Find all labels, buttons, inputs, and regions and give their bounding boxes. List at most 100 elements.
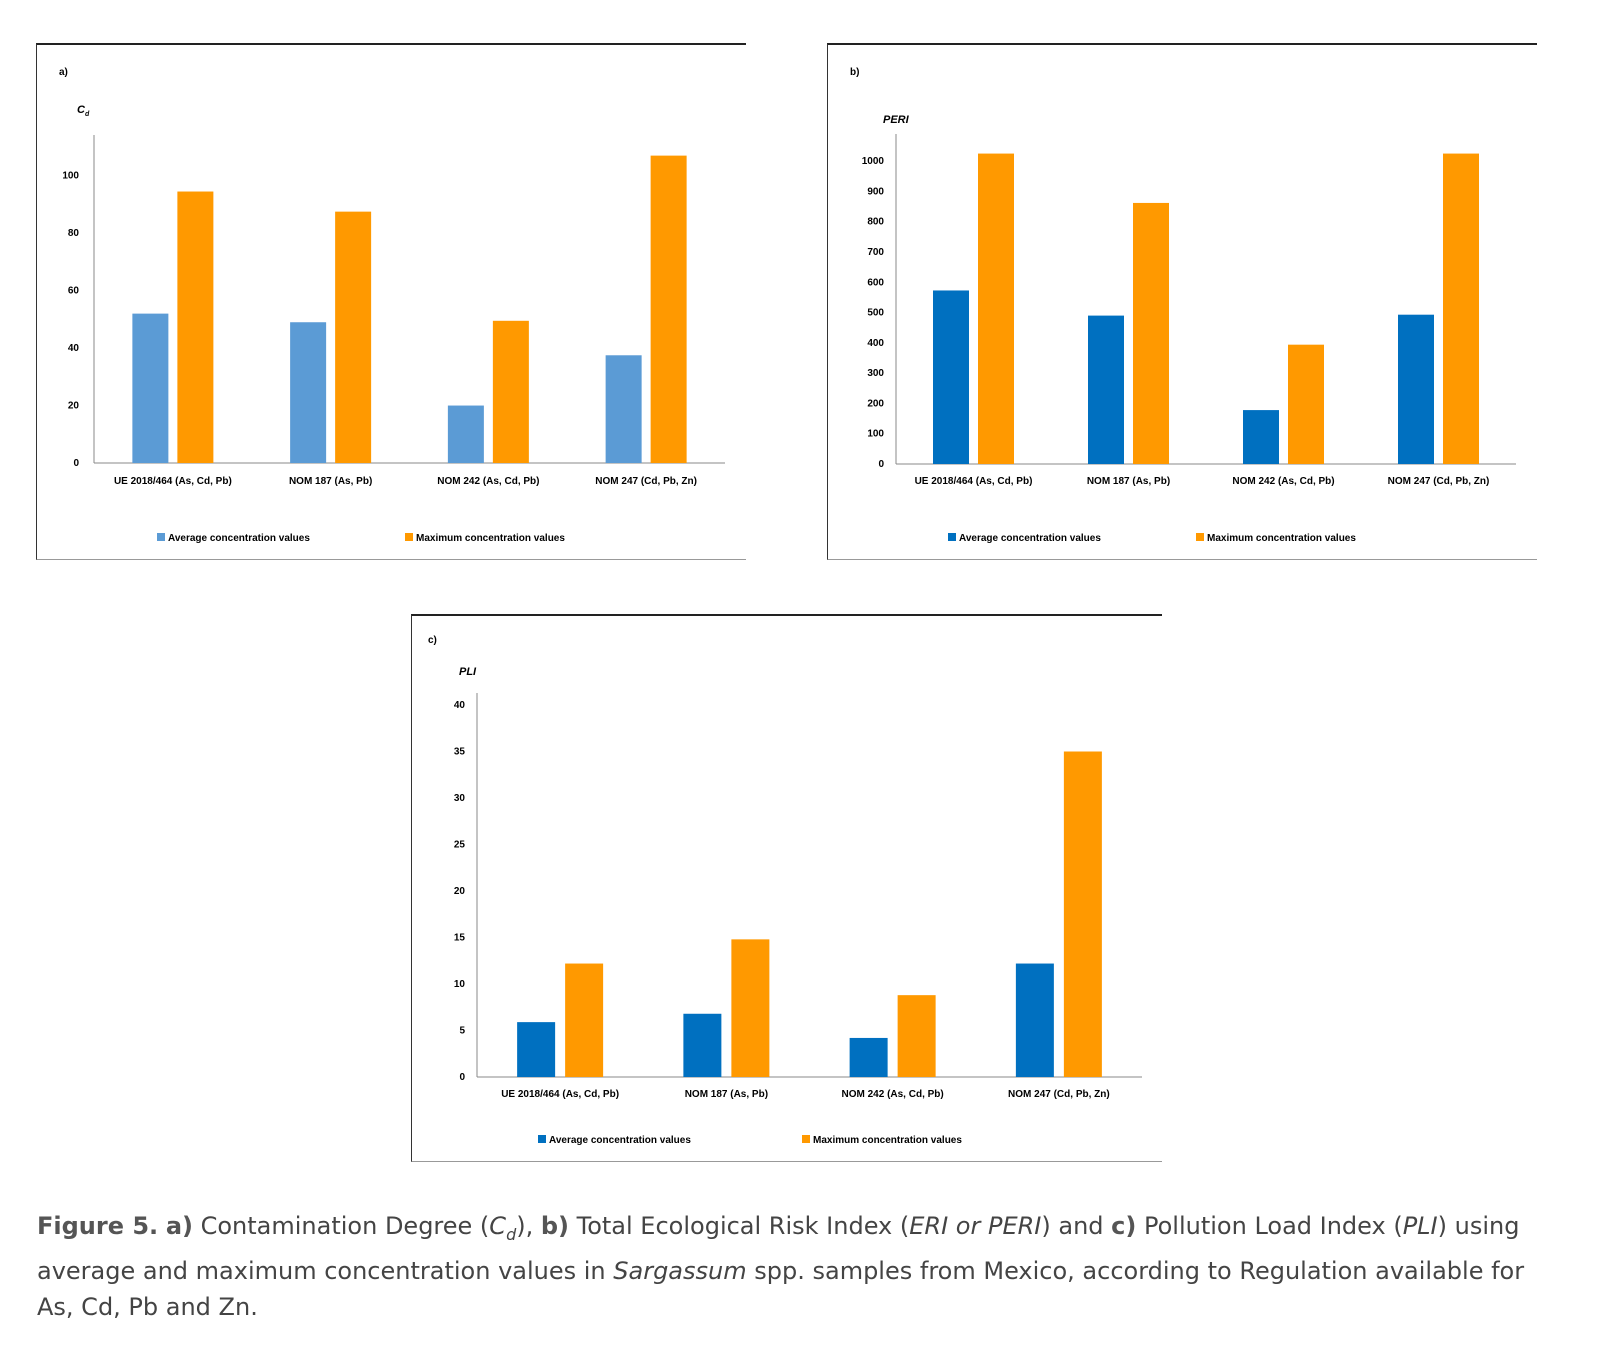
caption-c-symbol: PLI — [1402, 1212, 1438, 1240]
bar-maximum — [1133, 202, 1169, 465]
legend-swatch — [802, 1135, 810, 1143]
bar-maximum — [492, 320, 529, 463]
bar-maximum — [650, 155, 687, 464]
y-axis-label: Cd — [77, 104, 90, 118]
bar-average — [517, 1022, 556, 1077]
y-tick-label: 80 — [68, 228, 80, 239]
bar-maximum — [897, 995, 936, 1077]
y-axis-label: PLI — [459, 666, 477, 678]
caption-a-text-end: ), — [516, 1212, 541, 1240]
x-tick-label: NOM 187 (As, Pb) — [1087, 476, 1170, 487]
caption-tail: spp. samples from Mexico, according to R… — [37, 1256, 1525, 1321]
bar-average — [1243, 410, 1279, 464]
x-tick-label: NOM 242 (As, Cd, Pb) — [1232, 476, 1334, 487]
caption-b-text-end: ) and — [1041, 1212, 1112, 1240]
y-tick-label: 20 — [68, 401, 80, 412]
x-tick-label: NOM 247 (Cd, Pb, Zn) — [1388, 476, 1490, 487]
bar-average — [849, 1037, 888, 1077]
chart-c: c) PLI 0 5 10 15 20 25 30 35 40 UE 2018/464 (As, Cd… — [428, 635, 1142, 1146]
panel-label: c) — [428, 635, 437, 646]
caption-species: Sargassum — [613, 1256, 747, 1285]
y-tick-label: 100 — [867, 429, 884, 440]
y-tick-label: 1000 — [862, 156, 885, 167]
bar-maximum — [1288, 344, 1324, 464]
bar-maximum — [335, 211, 372, 463]
y-tick-label: 800 — [867, 217, 884, 228]
chart-panel-b: b) PERI 0 100 200 300 400 500 600 700 800 900 1000 UE… — [827, 43, 1537, 560]
bar-maximum — [565, 963, 604, 1077]
y-tick-label: 30 — [454, 793, 466, 804]
caption-a-text: Contamination Degree ( — [192, 1212, 490, 1240]
bar-average — [1088, 315, 1124, 464]
legend-label: Average concentration values — [549, 1135, 691, 1146]
y-tick-label: 40 — [68, 343, 80, 354]
y-tick-label: 0 — [73, 458, 79, 469]
legend-swatch — [405, 533, 413, 541]
chart-a: a) Cd 0 20 40 60 80 100 UE 2018/464 (As, Cd, Pb)… — [59, 67, 725, 544]
chart-b: b) PERI 0 100 200 300 400 500 600 700 800 900 1000 UE… — [850, 67, 1516, 544]
caption-c-label: c) — [1111, 1212, 1137, 1240]
bar-average — [1398, 314, 1434, 464]
legend-swatch — [948, 533, 956, 541]
legend-swatch — [538, 1135, 546, 1143]
caption-a-symbol: C — [489, 1212, 507, 1240]
y-axis-label: PERI — [883, 114, 910, 126]
y-tick-label: 25 — [454, 840, 466, 851]
bar-average — [132, 313, 169, 463]
y-axis-label-subscript: d — [85, 111, 90, 118]
caption-b-label: b) — [540, 1212, 569, 1240]
legend-swatch — [157, 533, 165, 541]
x-tick-label: NOM 242 (As, Cd, Pb) — [437, 476, 539, 487]
y-tick-label: 400 — [867, 338, 884, 349]
y-tick-label: 300 — [867, 368, 884, 379]
bar-maximum — [177, 191, 214, 463]
chart-panel-a: a) Cd 0 20 40 60 80 100 UE 2018/464 (As, Cd, Pb)… — [36, 43, 746, 560]
legend-label: Average concentration values — [959, 533, 1101, 544]
legend-label: Average concentration values — [168, 533, 310, 544]
bar-maximum — [978, 153, 1014, 465]
y-tick-label: 20 — [454, 886, 466, 897]
x-tick-label: NOM 187 (As, Pb) — [685, 1089, 768, 1100]
caption-a-subscript: d — [506, 1224, 517, 1244]
y-tick-label: 40 — [454, 700, 466, 711]
x-tick-label: NOM 247 (Cd, Pb, Zn) — [1008, 1089, 1110, 1100]
y-tick-label: 700 — [867, 247, 884, 258]
legend-label: Maximum concentration values — [813, 1135, 962, 1146]
bar-maximum — [1063, 751, 1102, 1077]
y-tick-label: 100 — [62, 171, 79, 182]
y-tick-label: 900 — [867, 186, 884, 197]
bar-average — [447, 405, 484, 463]
y-tick-label: 200 — [867, 398, 884, 409]
bar-average — [683, 1013, 722, 1077]
y-tick-label: 60 — [68, 286, 80, 297]
y-tick-label: 15 — [454, 933, 466, 944]
panel-label: b) — [850, 67, 859, 78]
y-tick-label: 35 — [454, 747, 466, 758]
caption-c-text: Pollution Load Index ( — [1136, 1212, 1403, 1240]
caption-figure-label: Figure 5. — [37, 1212, 159, 1240]
x-tick-label: UE 2018/464 (As, Cd, Pb) — [114, 476, 232, 487]
bar-maximum — [731, 939, 770, 1077]
bar-average — [290, 322, 327, 463]
caption-b-text: Total Ecological Risk Index ( — [569, 1212, 910, 1240]
y-tick-label: 500 — [867, 308, 884, 319]
chart-panel-c: c) PLI 0 5 10 15 20 25 30 35 40 UE 2018/464 (As, Cd… — [411, 614, 1162, 1162]
y-tick-label: 10 — [454, 979, 466, 990]
legend-label: Maximum concentration values — [416, 533, 565, 544]
x-tick-label: UE 2018/464 (As, Cd, Pb) — [915, 476, 1033, 487]
legend-swatch — [1196, 533, 1204, 541]
bar-average — [1015, 963, 1054, 1077]
x-tick-label: NOM 242 (As, Cd, Pb) — [842, 1089, 944, 1100]
legend-label: Maximum concentration values — [1207, 533, 1356, 544]
bar-maximum — [1443, 153, 1479, 465]
y-tick-label: 600 — [867, 277, 884, 288]
figure-caption: Figure 5. a) Contamination Degree (Cd), … — [37, 1208, 1567, 1325]
y-tick-label: 0 — [459, 1072, 465, 1083]
caption-c-text-end: ) using average and maximum concentratio… — [37, 1212, 1520, 1285]
x-tick-label: UE 2018/464 (As, Cd, Pb) — [501, 1089, 619, 1100]
caption-b-symbol: ERI or PERI — [909, 1212, 1042, 1240]
bar-average — [605, 355, 642, 463]
caption-a-label: a) — [165, 1212, 193, 1240]
y-tick-label: 5 — [459, 1026, 465, 1037]
x-tick-label: NOM 187 (As, Pb) — [289, 476, 372, 487]
